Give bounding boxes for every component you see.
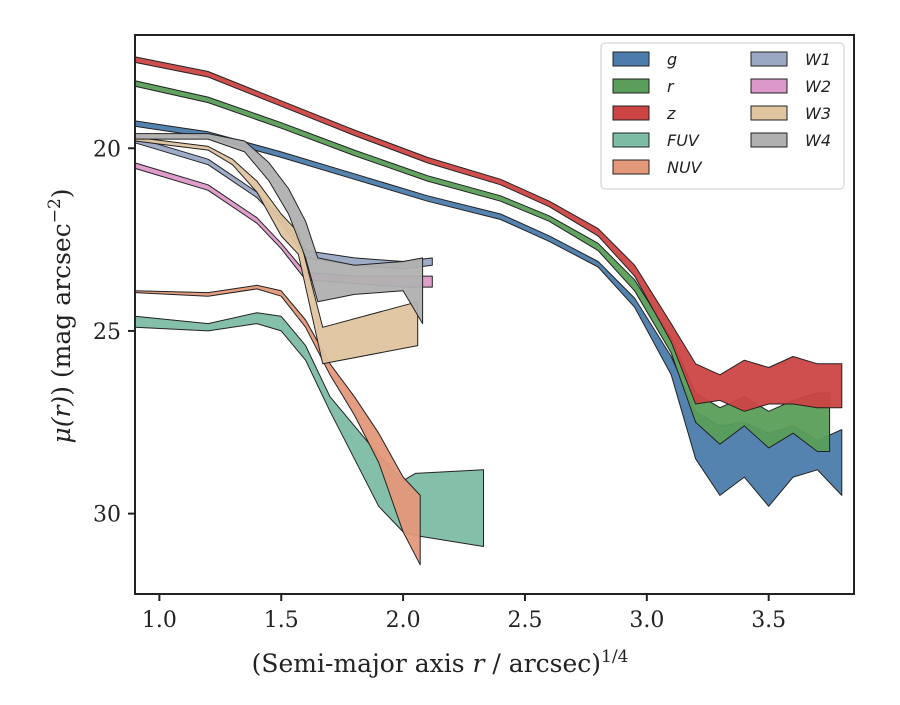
x-tick-label: 3.5 — [751, 608, 786, 633]
legend-swatch-g — [612, 51, 650, 67]
legend-label-fuv: FUV — [667, 131, 700, 150]
legend-swatch-w3 — [750, 105, 788, 121]
x-tick-label: 2.5 — [507, 608, 542, 633]
legend-label-w2: W2 — [805, 77, 831, 96]
band-w3 — [134, 136, 419, 365]
legend-items: grz FUV NUV W1 W2 W3 W4 — [612, 50, 831, 177]
plot-frame — [134, 34, 855, 595]
x-tick-label: 1.0 — [142, 608, 177, 633]
legend-swatch-nuv — [612, 159, 650, 175]
x-tick-label: 2.0 — [386, 608, 421, 633]
legend-swatch-w1 — [750, 51, 788, 67]
band-w2 — [134, 162, 433, 288]
legend-swatch-fuv — [612, 132, 650, 148]
y-tick-label: 30 — [93, 503, 121, 528]
band-nuv — [134, 284, 421, 566]
y-tick-label: 20 — [93, 137, 121, 162]
legend-swatch-w2 — [750, 78, 788, 94]
bands-layer — [134, 56, 843, 566]
band-r — [134, 80, 831, 452]
legend-label-w3: W3 — [805, 104, 831, 123]
band-w4 — [134, 133, 424, 325]
band-g — [134, 120, 843, 507]
legend: grz FUV NUV W1 W2 W3 W4 — [600, 42, 845, 190]
ticks-layer: 1.0 1.5 2.0 2.5 3.0 3.5 20 25 30 — [93, 137, 786, 633]
legend-label-r: r — [667, 77, 675, 96]
legend-label-nuv: NUV — [667, 158, 703, 177]
legend-label-w4: W4 — [805, 131, 831, 150]
y-axis-label: μ(r)) (mag arcsec−2) — [45, 188, 76, 443]
band-fuv — [134, 312, 484, 547]
legend-swatch-w4 — [750, 132, 788, 148]
x-tick-label: 1.5 — [264, 608, 299, 633]
legend-swatch-r — [612, 78, 650, 94]
legend-label-w1: W1 — [805, 50, 831, 69]
legend-label-g: g — [667, 50, 677, 69]
legend-label-z: z — [666, 104, 676, 123]
x-axis-label: (Semi-major axis r / arcsec)1/4 — [252, 647, 629, 678]
y-tick-label: 25 — [93, 320, 121, 345]
x-tick-label: 3.0 — [629, 608, 664, 633]
band-z — [134, 56, 843, 412]
legend-swatch-z — [612, 105, 650, 121]
